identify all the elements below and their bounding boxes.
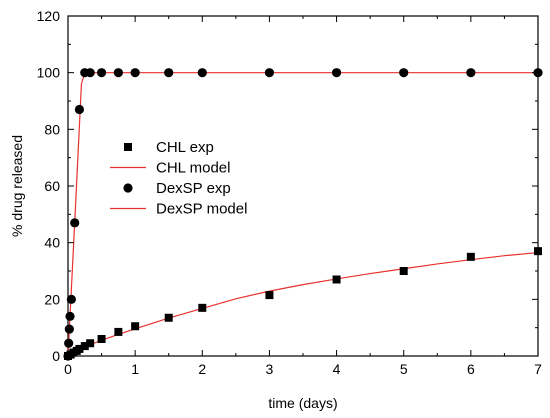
data-point <box>466 252 475 261</box>
data-point <box>164 313 173 322</box>
data-point <box>75 344 84 353</box>
y-tick-label: 100 <box>37 65 61 81</box>
data-point <box>264 68 275 78</box>
data-point <box>331 68 342 78</box>
data-point <box>265 291 274 300</box>
data-point <box>164 68 174 78</box>
data-point <box>65 311 75 321</box>
data-point <box>114 327 123 336</box>
legend-item: CHL model <box>110 160 230 177</box>
data-point <box>399 68 409 78</box>
legend-item: CHL exp <box>124 139 214 156</box>
data-point <box>198 303 207 312</box>
x-tick-label: 3 <box>266 361 274 377</box>
data-point <box>96 68 107 78</box>
y-tick-label: 80 <box>44 121 60 137</box>
x-tick-label: 4 <box>333 361 341 377</box>
series-line-chl-model <box>67 251 539 357</box>
legend-label: CHL model <box>156 160 230 177</box>
legend-marker-swatch <box>124 143 132 151</box>
data-point <box>86 339 95 348</box>
plot-frame <box>67 15 539 357</box>
y-tick-label: 20 <box>44 291 60 307</box>
data-point <box>534 247 542 256</box>
data-point <box>64 324 74 334</box>
x-tick-label: 2 <box>198 361 206 377</box>
data-point <box>97 335 106 343</box>
series-layer <box>63 68 543 361</box>
data-point <box>332 275 341 284</box>
y-tick-label: 0 <box>52 348 60 364</box>
legend-item: DexSP model <box>110 201 247 218</box>
data-point <box>197 68 207 78</box>
series-points-chl-exp <box>64 247 542 360</box>
legend-label: DexSP exp <box>156 180 231 197</box>
data-point <box>113 68 123 78</box>
data-point <box>74 104 85 115</box>
y-axis-label: % drug released <box>9 135 25 237</box>
x-tick-label: 5 <box>400 361 408 377</box>
y-tick-label: 60 <box>44 178 60 194</box>
data-point <box>80 342 89 351</box>
plot-area <box>67 15 539 357</box>
series-line-dexsp-model <box>67 72 538 357</box>
data-point <box>70 218 80 228</box>
x-tick-label: 6 <box>467 361 475 377</box>
legend-marker-swatch <box>123 183 133 193</box>
data-point <box>131 322 140 331</box>
y-tick-label: 120 <box>37 8 61 24</box>
axes-layer: 0 1 2 3 4 5 6 7 0 20 40 60 80 100 120 <box>37 8 542 377</box>
x-tick-label: 0 <box>64 361 72 377</box>
legend-label: CHL exp <box>156 139 214 156</box>
series-points-dexsp-exp <box>63 68 543 361</box>
x-tick-label: 7 <box>534 361 542 377</box>
legend-label: DexSP model <box>156 201 247 218</box>
x-tick-label: 1 <box>131 361 139 377</box>
data-point <box>466 68 476 78</box>
data-point <box>85 68 95 78</box>
legend-item: DexSP exp <box>123 180 231 197</box>
x-axis-label: time (days) <box>268 395 337 411</box>
data-point <box>64 338 74 348</box>
y-tick-label: 40 <box>44 235 60 251</box>
data-point <box>130 68 140 78</box>
legend: CHL exp CHL model DexSP exp DexSP model <box>110 139 247 218</box>
data-point <box>399 267 408 275</box>
